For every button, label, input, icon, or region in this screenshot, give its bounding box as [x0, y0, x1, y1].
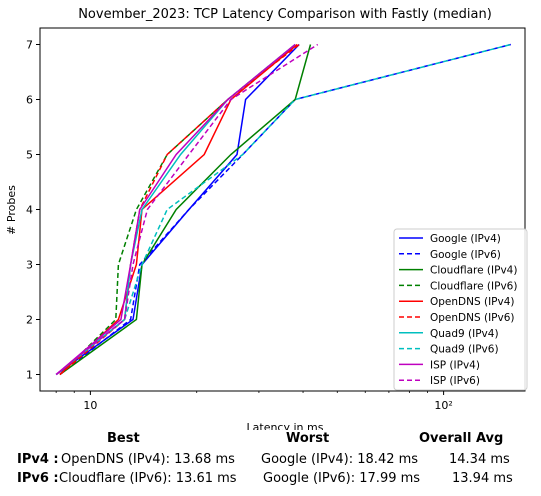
legend-label: Google (IPv4) [430, 233, 501, 245]
avg-header: Overall Avg [419, 431, 504, 446]
legend-label: Cloudflare (IPv4) [430, 265, 517, 277]
ipv4-avg: 14.34 ms [449, 452, 510, 467]
y-axis-ticks: 1 2 3 4 5 6 7 [26, 39, 40, 382]
series-line [55, 43, 296, 376]
legend-label: OpenDNS (IPv6) [430, 312, 515, 324]
legend-label: Google (IPv6) [430, 249, 501, 261]
ipv6-best: Cloudflare (IPv6): 13.61 ms [59, 471, 237, 486]
latency-chart: November_2023: TCP Latency Comparison wi… [5, 7, 528, 430]
series-line [55, 43, 300, 376]
series-line [55, 43, 319, 376]
worst-header: Worst [286, 431, 330, 446]
legend-label: Quad9 (IPv6) [430, 344, 499, 356]
ipv6-worst: Google (IPv6): 17.99 ms [263, 471, 421, 486]
x-tick-label: 10 [83, 399, 97, 412]
legend-label: Cloudflare (IPv6) [430, 280, 517, 292]
series-line [59, 43, 296, 376]
series-lines [55, 43, 511, 376]
y-tick-label: 2 [26, 314, 33, 327]
x-axis-label: Latency in ms [247, 421, 324, 430]
legend-label: ISP (IPv4) [430, 359, 480, 371]
ipv4-worst: Google (IPv4): 18.42 ms [261, 452, 419, 467]
legend-label: OpenDNS (IPv4) [430, 296, 515, 308]
y-axis-label: # Probes [5, 185, 18, 235]
legend-label: Quad9 (IPv4) [430, 328, 499, 340]
x-axis-ticks: 10 10² [55, 391, 453, 412]
y-tick-label: 1 [26, 369, 33, 382]
series-line [59, 44, 312, 376]
series-line [59, 43, 298, 376]
y-tick-label: 7 [26, 39, 33, 52]
best-header: Best [107, 431, 140, 446]
legend: Google (IPv4) Google (IPv6) Cloudflare (IP… [393, 228, 528, 391]
chart-title: November_2023: TCP Latency Comparison wi… [78, 7, 492, 22]
ipv4-row-label: IPv4 : [17, 452, 59, 467]
ipv6-row-label: IPv6 : [17, 471, 59, 486]
ipv4-best: OpenDNS (IPv4): 13.68 ms [61, 452, 235, 467]
y-tick-label: 4 [26, 204, 33, 217]
y-tick-label: 5 [26, 149, 33, 162]
legend-box [393, 228, 528, 391]
y-tick-label: 6 [26, 94, 33, 107]
summary-panel: Best Worst Overall Avg IPv4 : OpenDNS (I… [0, 430, 541, 496]
y-tick-label: 3 [26, 259, 33, 272]
legend-label: ISP (IPv6) [430, 375, 480, 387]
ipv6-avg: 13.94 ms [452, 471, 513, 486]
x-tick-label: 10² [434, 399, 452, 412]
series-line [59, 43, 300, 376]
